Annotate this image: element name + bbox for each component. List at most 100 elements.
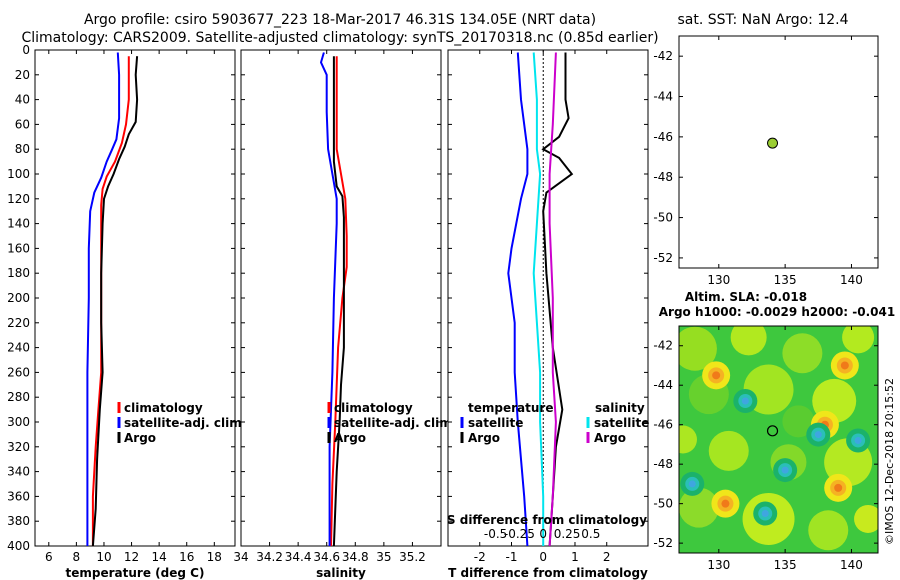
sla-map-panel: 130 135 140 -42 -44 -46 -48 -50 -52 [653, 325, 879, 572]
salinity-xtick-label: 34 [233, 550, 248, 564]
depth-tick-label: 140 [7, 217, 30, 231]
sst-background [679, 36, 878, 268]
sla-texture-blob [679, 326, 717, 371]
sla-low-core [854, 436, 862, 444]
temperature-xlabel: temperature (deg C) [66, 566, 205, 580]
sst_map-ytick-label: -46 [653, 130, 673, 144]
series-line-argo [332, 56, 345, 546]
sst_map-ytick-label: -44 [653, 90, 673, 104]
temperature-xtick-label: 8 [73, 550, 81, 564]
difference-xtick-label: 2 [603, 550, 611, 564]
sla-high-core [721, 499, 730, 508]
sla-low-core [781, 466, 789, 474]
sst_map-xtick-label: 140 [840, 273, 863, 287]
legend-salinity-title: salinity [595, 401, 645, 415]
series-line-satellite-adj-clim- [86, 52, 121, 546]
sla_map-ytick-label: -52 [653, 536, 673, 550]
depth-tick-label: 180 [7, 266, 30, 280]
sla_map-ytick-label: -50 [653, 497, 673, 511]
temperature-xtick-label: 12 [124, 550, 139, 564]
legend-label-satellite: satellite-adj. clim. [124, 416, 246, 430]
sla_map-xtick-label: 130 [707, 558, 730, 572]
series-line-satellite-adj-clim- [319, 52, 338, 546]
sst_map-ytick-label: -50 [653, 211, 673, 225]
argo-position-marker [766, 425, 779, 437]
depth-tick-label: 200 [7, 291, 30, 305]
temperature-xtick-label: 10 [96, 550, 111, 564]
depth-tick-label: 80 [15, 142, 30, 156]
difference-xtick-label: -1 [506, 550, 518, 564]
sla-texture-blob [782, 333, 823, 374]
legend-label-climatology: climatology [124, 401, 203, 415]
depth-tick-label: 320 [7, 440, 30, 454]
salinity-xtick-label: 35.2 [399, 550, 426, 564]
salinity-xlabel: salinity [316, 566, 366, 580]
depth-tick-label: 220 [7, 316, 30, 330]
salinity-xtick-label: 34.6 [313, 550, 340, 564]
difference-xtick-label: 0 [539, 550, 547, 564]
salinity-xtick-label: 34.8 [342, 550, 369, 564]
sla-texture-blob [679, 425, 697, 454]
series-line-salinity-satellite [532, 52, 545, 546]
depth-tick-label: 20 [15, 68, 30, 82]
imos-stamp: ©IMOS 12-Dec-2018 20:15:52 [883, 378, 896, 545]
legend-salinity-argo: Argo [594, 431, 626, 445]
legend-temperature-title: temperature [468, 401, 553, 415]
sla-title-2: Argo h1000: -0.0029 h2000: -0.041 [659, 305, 895, 319]
sst_map-ytick-label: -52 [653, 251, 673, 265]
legend-temperature-satellite: satellite [468, 416, 523, 430]
depth-tick-label: 400 [7, 539, 30, 553]
depth-tick-label: 240 [7, 341, 30, 355]
depth-tick-label: 340 [7, 465, 30, 479]
temperature-xtick-label: 6 [45, 550, 53, 564]
difference-top-tick-label: 0 [539, 527, 547, 541]
difference-top-tick-label: 0.5 [581, 527, 600, 541]
series-line-climatology [91, 56, 130, 546]
difference-xlabel: T difference from climatology [448, 566, 648, 580]
depth-tick-label: 0 [22, 43, 30, 57]
depth-tick-label: 160 [7, 241, 30, 255]
sst_map-xtick-label: 130 [707, 273, 730, 287]
sla-texture-blob [708, 430, 749, 471]
difference-xtick-label: -2 [474, 550, 486, 564]
sla_map-ytick-label: -48 [653, 457, 673, 471]
sla-texture-blob [782, 405, 815, 438]
depth-tick-label: 60 [15, 117, 30, 131]
salinity-series-group [319, 52, 348, 546]
sla_map-xtick-label: 135 [774, 558, 797, 572]
title-line-1: Argo profile: csiro 5903677_223 18-Mar-2… [84, 12, 596, 28]
depth-tick-label: 280 [7, 390, 30, 404]
temperature-xtick-label: 14 [151, 550, 166, 564]
legend-label-satellite: satellite-adj. clim. [334, 416, 456, 430]
sla-high-core [840, 361, 849, 370]
sla_map-ytick-label: -46 [653, 418, 673, 432]
temperature-series-group [86, 52, 139, 546]
depth-tick-label: 300 [7, 415, 30, 429]
depth-tick-label: 120 [7, 192, 30, 206]
depth-tick-label: 100 [7, 167, 30, 181]
salinity-xtick-label: 35 [376, 550, 391, 564]
sst_map-frame [678, 35, 879, 269]
sla-high-core [712, 371, 721, 380]
sst_map-ytick-label: -42 [653, 49, 673, 63]
difference-top-tick-label: -0.5 [484, 527, 507, 541]
sla-heatmap [679, 326, 878, 553]
depth-tick-label: 40 [15, 93, 30, 107]
argo-position-marker [767, 137, 779, 149]
difference-top-tick-label: 0.25 [554, 527, 581, 541]
salinity-xtick-label: 34.2 [256, 550, 283, 564]
sst_map-ytick-label: -48 [653, 170, 673, 184]
sla-low-core [688, 480, 696, 488]
sla-texture-blob [808, 510, 849, 551]
series-line-argo [91, 56, 139, 546]
series-line-climatology [330, 56, 348, 546]
sla-texture-blob [854, 504, 878, 533]
temperature-xtick-label: 16 [179, 550, 194, 564]
sst_map-xtick-label: 135 [774, 273, 797, 287]
temperature-panel: 0 20 40 60 80 100 120 140 160 180 200 220 240 260 280 3… [7, 43, 246, 580]
sla-low-core [814, 431, 822, 439]
sla_map-frame [678, 325, 879, 554]
sst-title: sat. SST: NaN Argo: 12.4 [677, 12, 848, 28]
sla_map-ytick-label: -44 [653, 378, 673, 392]
sla_map-xtick-label: 140 [840, 558, 863, 572]
